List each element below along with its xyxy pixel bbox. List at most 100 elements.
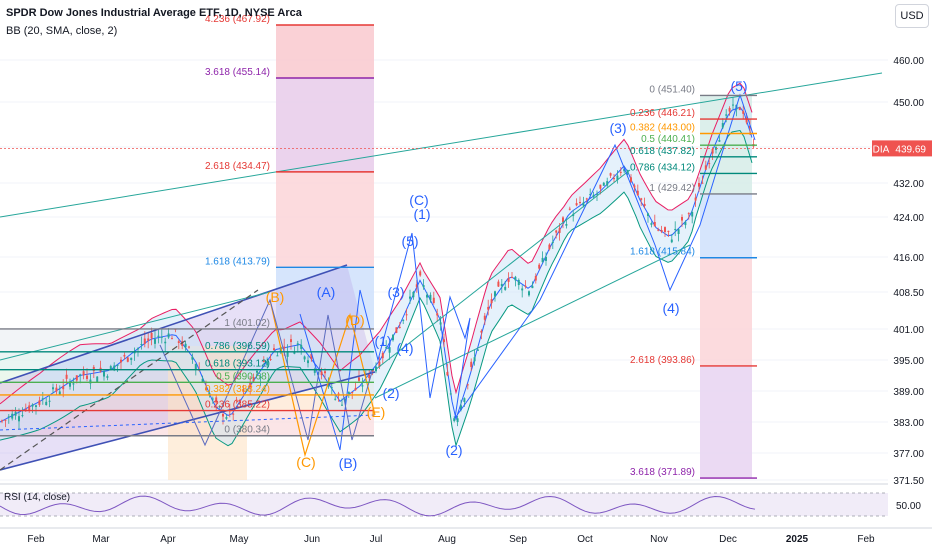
rsi-pane <box>0 483 932 528</box>
wave-label: (C) <box>296 454 315 470</box>
candle-body <box>21 415 24 417</box>
candle-body <box>732 104 734 106</box>
fib-right-label: 0.618 (437.82) <box>630 146 695 157</box>
price-tick: 401.00 <box>893 325 924 336</box>
fib-zone <box>700 257 752 366</box>
price-tick: 424.00 <box>893 213 924 224</box>
candle-body <box>120 359 122 363</box>
candle-body <box>592 194 595 198</box>
candle-body <box>273 348 275 351</box>
candle-body <box>453 418 456 422</box>
candle-body <box>347 391 350 394</box>
fib-left-label: 2.618 (434.47) <box>205 161 270 172</box>
candle-body <box>511 277 513 279</box>
drawings <box>0 24 888 479</box>
price-tag-label: 439.69 <box>895 144 926 155</box>
candle-body <box>568 208 571 210</box>
candle-body <box>38 400 41 405</box>
candle-body <box>276 355 279 357</box>
time-axis[interactable]: Feb Mar Apr May Jun Jul Aug Sep Oct Nov Dec 2025 Feb <box>0 527 932 550</box>
time-tick: Feb <box>27 534 45 545</box>
currency-button[interactable]: USD <box>895 4 929 28</box>
bb-fill <box>0 83 752 446</box>
wave-label: (C) <box>409 192 428 208</box>
fib-left-label: 4.236 (467.92) <box>205 14 270 25</box>
candle-body <box>602 182 605 186</box>
candle-body <box>7 416 10 418</box>
candle-body <box>351 392 354 394</box>
wave-label: (B) <box>266 289 285 305</box>
candle-body <box>449 393 452 395</box>
candle-body <box>137 348 139 350</box>
candle-body <box>381 353 384 359</box>
candle-body <box>701 182 704 184</box>
price-tick: 395.00 <box>893 356 924 367</box>
candle-body <box>711 148 714 154</box>
fib-zone <box>700 193 752 258</box>
candle-body <box>378 361 381 367</box>
candle-body <box>443 339 445 343</box>
rsi-line <box>0 495 756 517</box>
candle-body <box>28 405 31 412</box>
wave-label: (B) <box>339 455 358 471</box>
candle-body <box>259 376 262 379</box>
candle-body <box>429 294 432 301</box>
candle-body <box>432 297 435 304</box>
candle-body <box>575 203 578 206</box>
candle-body <box>643 203 646 206</box>
candle-body <box>415 284 418 287</box>
candle-body <box>310 353 313 359</box>
candlesticks <box>1 97 755 430</box>
candle-body <box>242 389 245 393</box>
candle-body <box>239 399 241 401</box>
abc-correction <box>159 298 373 447</box>
rsi-indicator-label[interactable]: RSI (14, close) <box>4 492 71 503</box>
candle-body <box>660 229 663 232</box>
candle-body <box>670 239 673 243</box>
candle-body <box>18 416 20 422</box>
wave-label: (4) <box>662 300 679 316</box>
candle-body <box>667 230 670 232</box>
channel-upper <box>0 264 348 384</box>
candle-body <box>41 398 44 400</box>
candle-body <box>109 366 112 371</box>
price-tick: 377.00 <box>893 449 924 460</box>
candle-body <box>708 163 711 165</box>
candle-body <box>742 111 745 114</box>
price-axis[interactable]: 460.00450.00440.00432.00424.00416.00408.… <box>872 0 932 550</box>
candle-body <box>344 398 347 401</box>
candle-body <box>521 288 524 291</box>
candle-body <box>147 338 150 341</box>
candle-body <box>694 197 697 201</box>
fib-right-label: 2.618 (393.86) <box>630 355 695 366</box>
candle-body <box>31 404 34 407</box>
dotted-line <box>0 414 377 431</box>
candle-body <box>551 241 554 243</box>
candle-body <box>514 276 517 281</box>
candle-body <box>215 397 218 403</box>
fib-right-label: 0.382 (443.00) <box>630 123 695 134</box>
candle-body <box>405 314 408 316</box>
candle-body <box>286 351 289 357</box>
candle-body <box>558 228 561 233</box>
candle-body <box>313 368 316 373</box>
candle-body <box>252 377 255 382</box>
candle-body <box>650 223 653 225</box>
candle-body <box>52 387 54 390</box>
candle-body <box>334 398 337 400</box>
price-tick: 371.50 <box>893 476 924 487</box>
candle-body <box>647 213 649 216</box>
candle-body <box>497 281 500 287</box>
candle-body <box>113 365 116 371</box>
bb-indicator-label[interactable]: BB (20, SMA, close, 2) <box>6 25 118 37</box>
candle-body <box>11 413 14 419</box>
fib-right-label: 1.618 (415.84) <box>630 247 695 258</box>
candle-body <box>327 383 330 387</box>
wave-label: (D) <box>345 312 364 328</box>
candle-body <box>721 123 724 128</box>
candle-body <box>58 391 61 395</box>
candle-body <box>296 343 299 345</box>
fib-right-label: 3.618 (371.89) <box>630 467 695 478</box>
elliott-wave-blue <box>299 93 756 451</box>
